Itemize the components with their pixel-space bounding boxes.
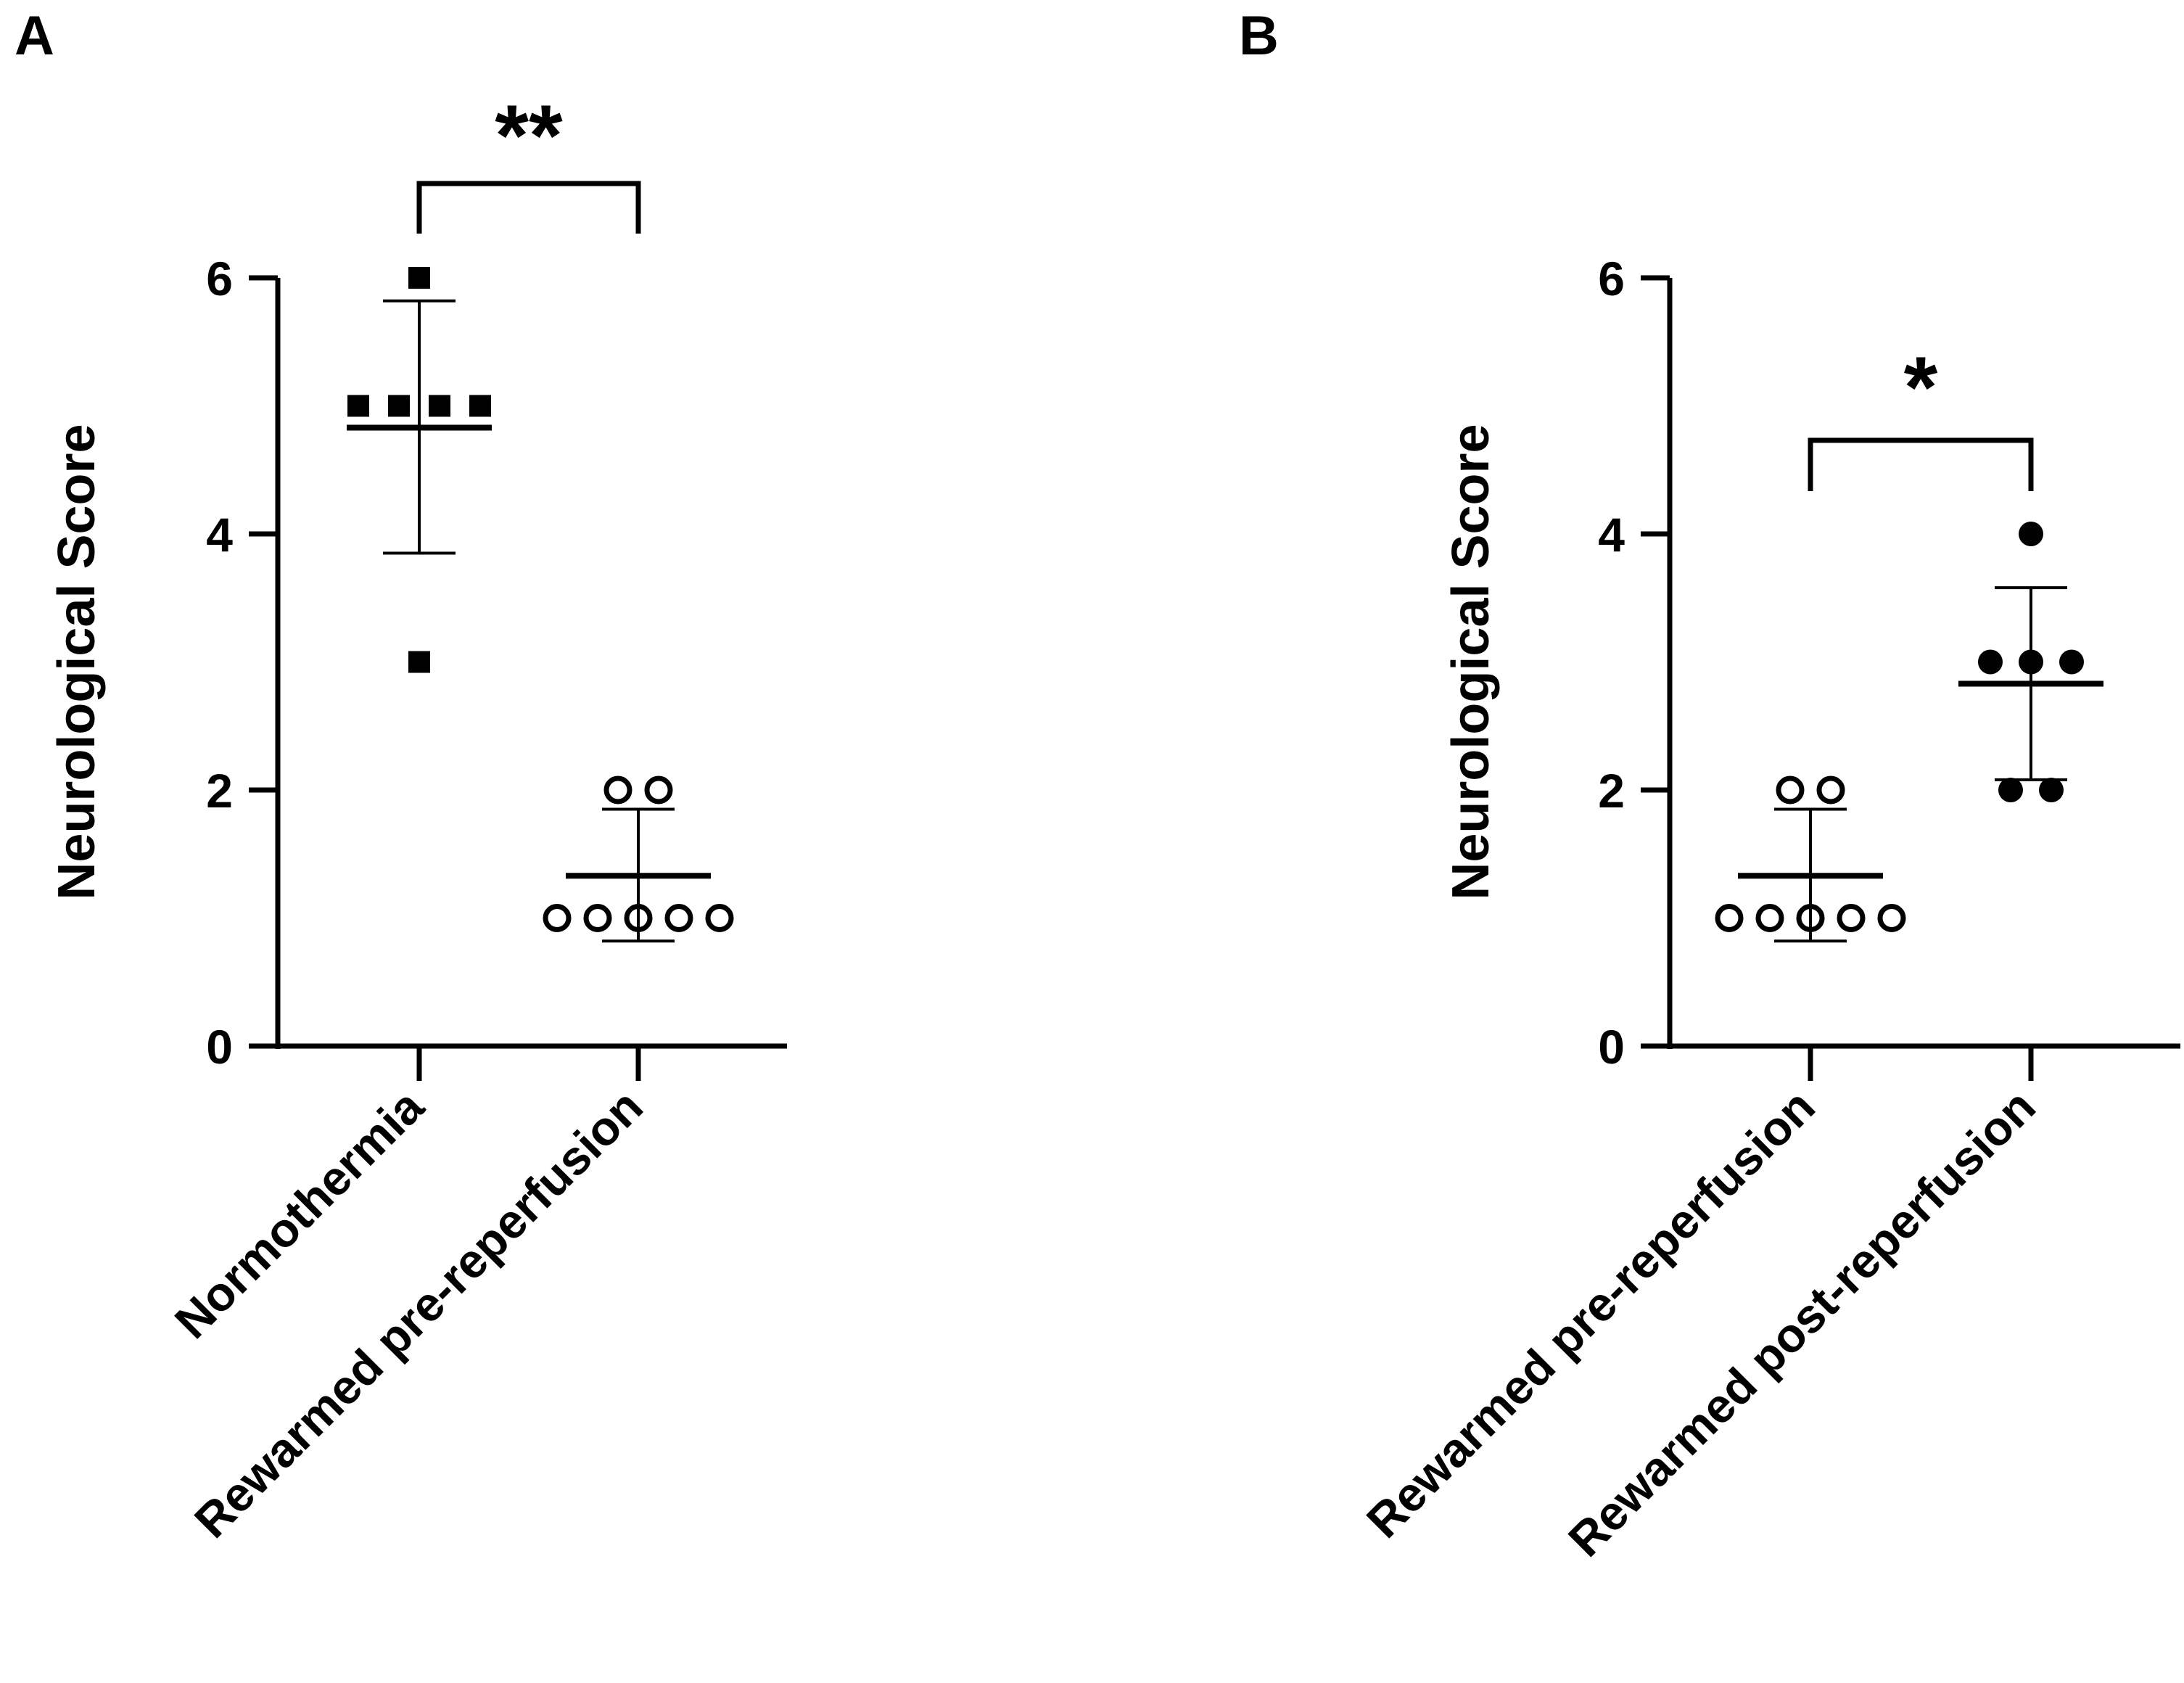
y-tick-label: 0 — [1598, 1020, 1625, 1074]
data-point — [664, 904, 693, 932]
data-point — [1837, 904, 1866, 932]
data-point — [543, 904, 572, 932]
y-tick-label: 2 — [206, 764, 233, 818]
data-point — [408, 651, 430, 673]
y-axis-label: Neurological Score — [48, 424, 106, 900]
data-point — [1978, 649, 2003, 675]
data-point — [1816, 775, 1845, 805]
data-point — [1715, 904, 1744, 932]
data-point — [429, 395, 450, 417]
data-point — [2039, 778, 2064, 802]
panel-label: A — [15, 5, 54, 67]
y-tick-label: 6 — [206, 252, 233, 305]
y-tick-label: 4 — [1598, 508, 1625, 561]
data-point — [583, 904, 612, 932]
significance-label: * — [1904, 339, 1938, 436]
y-axis-label: Neurological Score — [1442, 424, 1500, 900]
data-point — [408, 267, 430, 289]
data-point — [347, 395, 369, 417]
panel-label: B — [1239, 5, 1279, 67]
data-point — [705, 904, 734, 932]
y-tick-label: 6 — [1598, 252, 1625, 305]
significance-bracket — [416, 181, 641, 234]
data-point — [1776, 775, 1805, 805]
data-point — [469, 395, 491, 417]
data-point — [2059, 649, 2084, 675]
data-point — [388, 395, 410, 417]
data-point — [1998, 778, 2023, 802]
significance-bracket — [1808, 437, 2034, 491]
data-point — [2019, 522, 2043, 546]
y-tick-label: 4 — [206, 508, 233, 561]
y-tick-label: 0 — [206, 1020, 233, 1074]
y-tick-label: 2 — [1598, 764, 1625, 818]
data-point — [1755, 904, 1784, 932]
data-point — [1877, 904, 1906, 932]
data-point — [644, 775, 673, 805]
significance-label: ** — [495, 87, 563, 184]
data-point — [603, 775, 632, 805]
